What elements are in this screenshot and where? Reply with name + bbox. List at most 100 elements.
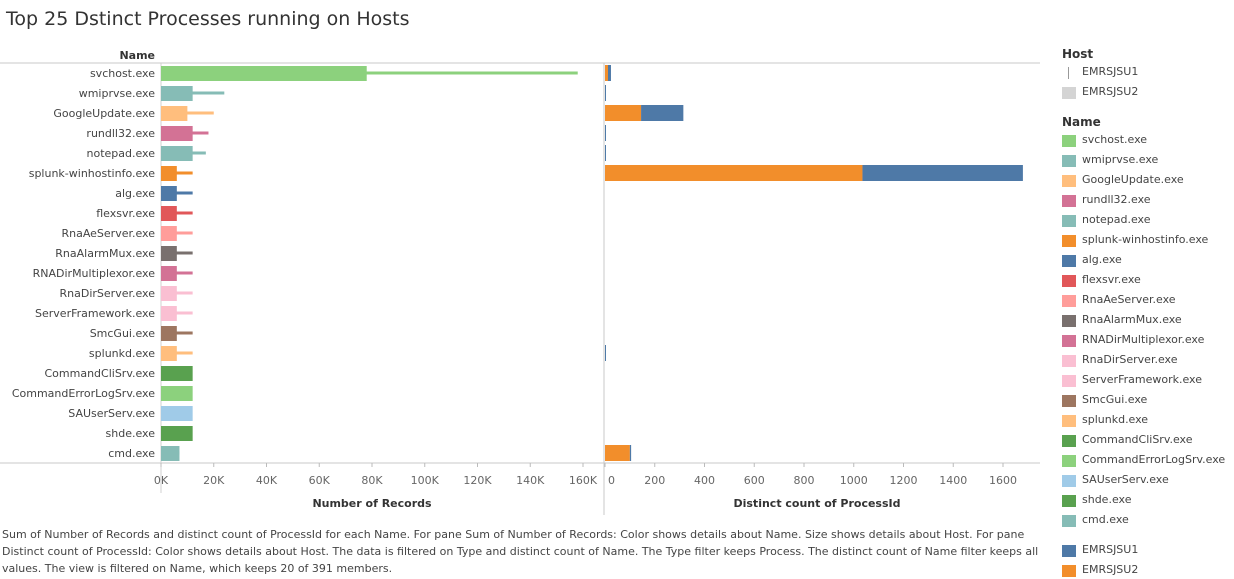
- category-label: flexsvr.exe: [96, 207, 155, 220]
- category-label: SAUserServ.exe: [68, 407, 155, 420]
- color-swatch-icon: [1062, 435, 1076, 447]
- category-label: RnaAlarmMux.exe: [55, 247, 155, 260]
- right-axis-title: Distinct count of ProcessId: [733, 497, 900, 510]
- color-swatch-icon: [1062, 495, 1076, 507]
- color-swatch-icon: [1062, 135, 1076, 147]
- category-label: ServerFramework.exe: [35, 307, 155, 320]
- category-label: RnaAeServer.exe: [61, 227, 155, 240]
- left-axis-tick-label: 40K: [256, 474, 278, 487]
- color-swatch-icon: [1062, 565, 1076, 577]
- category-label: svchost.exe: [90, 67, 155, 80]
- color-swatch-icon: [1062, 355, 1076, 367]
- thick-bar-icon: [1062, 87, 1076, 99]
- legend-item-label: RnaAeServer.exe: [1082, 293, 1176, 306]
- legend-host-label: EMRSJSU1: [1082, 65, 1139, 78]
- category-label: CommandErrorLogSrv.exe: [12, 387, 155, 400]
- legend-item-label: cmd.exe: [1082, 513, 1129, 526]
- bar-records-emrsjsu1: [161, 451, 180, 455]
- legend-item-label: EMRSJSU2: [1082, 563, 1139, 576]
- color-swatch-icon: [1062, 255, 1076, 267]
- left-axis-tick-label: 80K: [361, 474, 383, 487]
- bar-records-emrsjsu1: [161, 211, 193, 215]
- legend-item-label: svchost.exe: [1082, 133, 1148, 146]
- bar-processid-emrsjsu1: [629, 445, 632, 461]
- color-swatch-icon: [1062, 235, 1076, 247]
- category-label: alg.exe: [115, 187, 155, 200]
- legend-item-label: notepad.exe: [1082, 213, 1151, 226]
- legend-item-label: SmcGui.exe: [1082, 393, 1148, 406]
- bar-records-emrsjsu2: [161, 386, 193, 401]
- bar-processid-emrsjsu2: [605, 105, 642, 121]
- legend-item-label: shde.exe: [1082, 493, 1132, 506]
- color-swatch-icon: [1062, 515, 1076, 527]
- bar-records-emrsjsu1: [161, 231, 193, 235]
- bar-records-emrsjsu2: [161, 426, 193, 441]
- left-axis-tick-label: 100K: [411, 474, 440, 487]
- bar-records-emrsjsu1: [161, 191, 193, 195]
- bar-processid-emrsjsu1: [862, 165, 1023, 181]
- bar-records-emrsjsu1: [161, 151, 206, 155]
- bar-records-emrsjsu1: [161, 251, 193, 255]
- category-label: CommandCliSrv.exe: [45, 367, 156, 380]
- right-axis-tick-label: 1600: [989, 474, 1017, 487]
- right-axis-tick-label: 600: [744, 474, 765, 487]
- color-swatch-icon: [1062, 395, 1076, 407]
- color-swatch-icon: [1062, 175, 1076, 187]
- color-swatch-icon: [1062, 375, 1076, 387]
- legend-item-label: RnaAlarmMux.exe: [1082, 313, 1182, 326]
- legend-item-label: splunkd.exe: [1082, 413, 1149, 426]
- legend-item-label: EMRSJSU1: [1082, 543, 1139, 556]
- left-axis-tick-label: 0K: [154, 474, 169, 487]
- left-axis-title: Number of Records: [312, 497, 432, 510]
- color-swatch-icon: [1062, 295, 1076, 307]
- bar-processid-emrsjsu1: [605, 125, 606, 141]
- right-axis-tick-label: 0: [608, 474, 615, 487]
- right-axis-tick-label: 800: [794, 474, 815, 487]
- legend-item-label: flexsvr.exe: [1082, 273, 1141, 286]
- left-axis-tick-label: 20K: [203, 474, 225, 487]
- bar-records-emrsjsu1: [161, 271, 193, 275]
- color-swatch-icon: [1062, 415, 1076, 427]
- bar-records-emrsjsu1: [161, 351, 193, 355]
- color-swatch-icon: [1062, 215, 1076, 227]
- category-label: notepad.exe: [87, 147, 156, 160]
- right-axis-tick-label: 400: [694, 474, 715, 487]
- bar-records-emrsjsu1: [161, 331, 193, 335]
- category-label: rundll32.exe: [86, 127, 155, 140]
- category-label: GoogleUpdate.exe: [53, 107, 155, 120]
- legend-item-label: RNADirMultiplexor.exe: [1082, 333, 1205, 346]
- category-label: RNADirMultiplexor.exe: [33, 267, 156, 280]
- left-axis-tick-label: 60K: [309, 474, 331, 487]
- legend-item-label: GoogleUpdate.exe: [1082, 173, 1184, 186]
- bar-records-emrsjsu1: [161, 311, 193, 315]
- chart-area: Name svchost.exe wmiprvse.exe GoogleUpdate.…: [0, 49, 1040, 515]
- right-axis-tick-label: 200: [644, 474, 665, 487]
- legend-item-label: CommandErrorLogSrv.exe: [1082, 453, 1226, 466]
- left-axis-tick-label: 160K: [569, 474, 598, 487]
- category-label: cmd.exe: [108, 447, 155, 460]
- legend-item-label: RnaDirServer.exe: [1082, 353, 1178, 366]
- category-label: splunkd.exe: [89, 347, 155, 360]
- legend-item-label: splunk-winhostinfo.exe: [1082, 233, 1209, 246]
- right-axis-tick-label: 1000: [840, 474, 868, 487]
- legend-host-label: EMRSJSU2: [1082, 85, 1139, 98]
- thin-line-icon: [1068, 67, 1069, 79]
- bar-processid-emrsjsu2: [605, 65, 608, 81]
- color-swatch-icon: [1062, 335, 1076, 347]
- bar-records-emrsjsu1: [161, 71, 578, 75]
- bar-records-emrsjsu1: [161, 111, 214, 115]
- right-axis-tick-label: 1400: [939, 474, 967, 487]
- bar-processid-emrsjsu2: [605, 445, 630, 461]
- legend-item-label: CommandCliSrv.exe: [1082, 433, 1193, 446]
- color-swatch-icon: [1062, 455, 1076, 467]
- legend-item-label: SAUserServ.exe: [1082, 473, 1169, 486]
- bar-records-emrsjsu1: [161, 171, 193, 175]
- bar-records-emrsjsu1: [161, 291, 193, 295]
- bar-processid-emrsjsu2: [605, 165, 863, 181]
- bar-processid-emrsjsu1: [607, 65, 611, 81]
- chart-title: Top 25 Dstinct Processes running on Host…: [6, 8, 410, 30]
- category-label: SmcGui.exe: [90, 327, 156, 340]
- color-swatch-icon: [1062, 545, 1076, 557]
- category-label: shde.exe: [106, 427, 156, 440]
- legend-item-label: ServerFramework.exe: [1082, 373, 1202, 386]
